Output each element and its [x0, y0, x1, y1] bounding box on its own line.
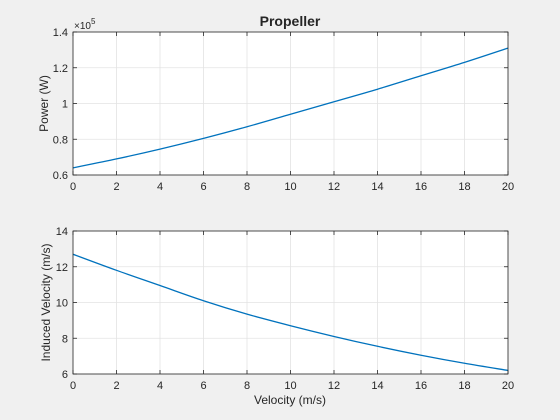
- induced-y-tick-label: 10: [56, 298, 68, 310]
- induced-x-tick-label: 18: [458, 380, 470, 392]
- power-x-tick-label: 14: [371, 181, 383, 193]
- power-y-tick-label: 0.8: [53, 134, 68, 146]
- induced-x-tick-label: 14: [371, 380, 383, 392]
- induced-x-tick-label: 12: [328, 380, 340, 392]
- power-y-exponent: ×105: [74, 17, 96, 32]
- power-y-tick-label: 1.2: [53, 63, 68, 75]
- induced-y-tick-label: 6: [62, 369, 68, 381]
- x-axis-label: Velocity (m/s): [254, 393, 326, 407]
- power-x-tick-label: 0: [70, 181, 76, 193]
- power-ticks: 0 2 4 6 8 10 12 14 16 18 20 0.6 0.8 1 1.2 1.4: [53, 27, 514, 193]
- induced-y-tick-label: 14: [56, 226, 68, 238]
- power-y-exponent-power: 5: [91, 17, 96, 26]
- induced-velocity-axes: 0 2 4 6 8 10 12 14 16 18 20 6 8 10 12 14 Induced Veloci…: [39, 226, 514, 407]
- power-x-tick-label: 8: [244, 181, 250, 193]
- power-series: [72, 47, 509, 169]
- induced-ticks: 0 2 4 6 8 10 12 14 16 18 20 6 8 10 12 14: [56, 226, 514, 392]
- induced-x-tick-label: 8: [244, 380, 250, 392]
- induced-x-tick-label: 16: [415, 380, 427, 392]
- power-x-tick-label: 2: [113, 181, 119, 193]
- power-x-tick-label: 16: [415, 181, 427, 193]
- induced-y-tick-label: 12: [56, 262, 68, 274]
- power-axes: 0 2 4 6 8 10 12 14 16 18 20 0.6 0.8 1 1.2 1.4 Propeller…: [37, 13, 514, 193]
- induced-x-tick-label: 4: [157, 380, 163, 392]
- power-y-axis-label: Power (W): [37, 75, 51, 132]
- power-y-tick-label: 0.6: [53, 170, 68, 182]
- induced-y-tick-label: 8: [62, 333, 68, 345]
- power-x-tick-label: 10: [284, 181, 296, 193]
- power-y-exponent-base: ×10: [74, 21, 91, 32]
- power-series-line: [72, 47, 509, 169]
- induced-y-axis-label: Induced Velocity (m/s): [39, 243, 53, 361]
- induced-x-tick-label: 6: [200, 380, 206, 392]
- power-y-tick-label: 1.4: [53, 27, 68, 39]
- induced-x-tick-label: 0: [70, 380, 76, 392]
- chart-title: Propeller: [260, 13, 321, 29]
- power-y-tick-label: 1: [62, 99, 68, 111]
- induced-x-tick-label: 10: [284, 380, 296, 392]
- induced-series: [72, 253, 509, 372]
- power-x-tick-label: 12: [328, 181, 340, 193]
- power-x-tick-label: 20: [502, 181, 514, 193]
- power-x-tick-label: 6: [200, 181, 206, 193]
- power-x-tick-label: 4: [157, 181, 163, 193]
- induced-series-line: [72, 253, 509, 372]
- induced-x-tick-label: 2: [113, 380, 119, 392]
- induced-x-tick-label: 20: [502, 380, 514, 392]
- power-x-tick-label: 18: [458, 181, 470, 193]
